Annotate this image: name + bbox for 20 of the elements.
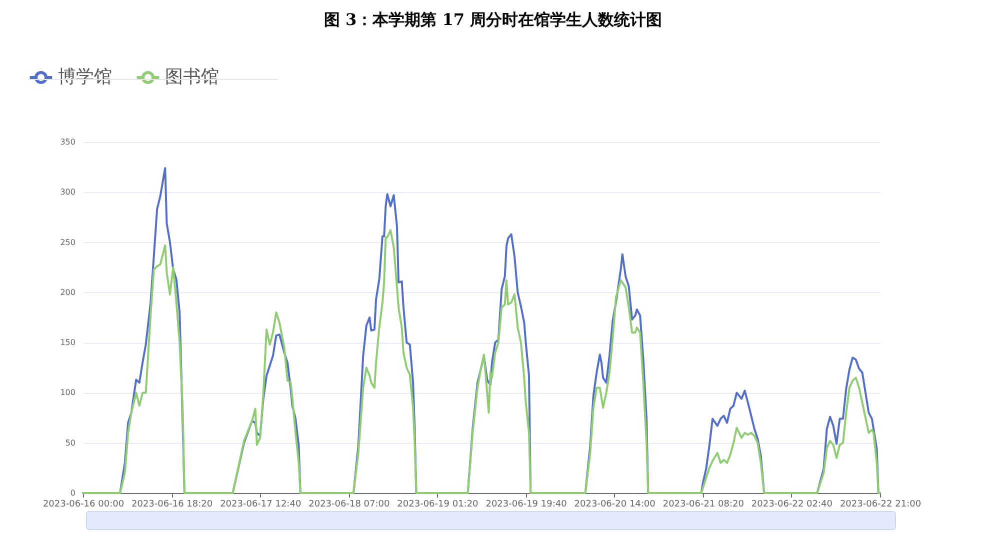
x-tick-label: 2023-06-16 18:20 xyxy=(132,500,213,510)
x-tick-label: 2023-06-20 14:00 xyxy=(574,500,656,510)
x-tick-label: 2023-06-22 21:00 xyxy=(840,500,922,510)
y-tick-label: 300 xyxy=(60,188,76,197)
x-tick-label: 2023-06-16 00:00 xyxy=(42,500,124,510)
y-tick-label: 150 xyxy=(60,338,76,348)
x-tick-label: 2023-06-18 07:00 xyxy=(308,500,390,510)
y-tick-label: 100 xyxy=(60,388,76,398)
y-tick-label: 50 xyxy=(65,438,76,448)
x-tick-label: 2023-06-19 19:40 xyxy=(486,500,568,510)
y-tick-label: 350 xyxy=(60,138,76,146)
x-tick-label: 2023-06-22 02:40 xyxy=(751,500,833,510)
x-tick-label: 2023-06-19 01:20 xyxy=(397,500,479,510)
y-tick-label: 0 xyxy=(70,488,76,498)
line-series xyxy=(82,229,881,494)
y-tick-label: 250 xyxy=(60,238,76,247)
y-tick-label: 200 xyxy=(60,288,76,297)
x-tick-label: 2023-06-21 08:20 xyxy=(662,500,744,510)
x-tick-label: 2023-06-17 12:40 xyxy=(220,500,302,510)
chart-title: 图 3：本学期第 17 周分时在馆学生人数统计图 xyxy=(322,10,664,31)
